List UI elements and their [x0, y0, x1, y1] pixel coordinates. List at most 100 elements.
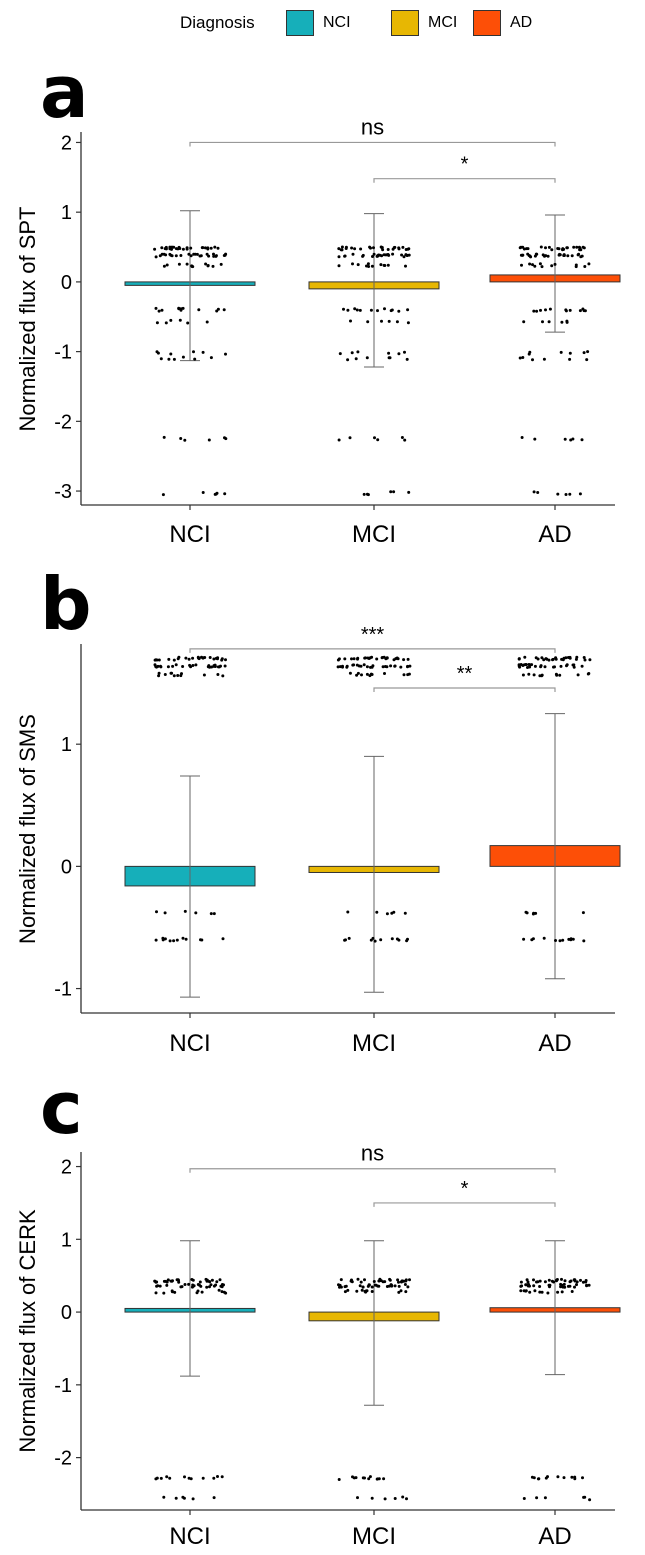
data-point	[582, 656, 586, 659]
data-point	[574, 265, 578, 269]
legend-label-nci: NCI	[323, 14, 351, 31]
data-point	[338, 352, 342, 356]
data-point	[542, 357, 546, 361]
data-point	[355, 308, 359, 312]
data-point	[178, 318, 182, 322]
data-point	[406, 308, 410, 312]
data-point	[585, 1283, 589, 1287]
data-point	[548, 307, 552, 311]
data-point	[407, 490, 411, 494]
data-point	[388, 1277, 392, 1281]
data-point	[543, 1280, 547, 1284]
data-point	[565, 320, 569, 324]
data-point	[536, 657, 540, 661]
data-point	[562, 1476, 566, 1480]
data-point	[531, 263, 534, 267]
data-point	[520, 436, 524, 439]
data-point	[162, 1291, 166, 1295]
data-point	[560, 1277, 563, 1281]
data-point	[382, 1477, 386, 1481]
data-point	[174, 254, 178, 258]
x-tick-label: AD	[538, 1030, 571, 1057]
data-point	[194, 911, 198, 915]
data-point	[162, 1495, 166, 1499]
data-point	[337, 255, 341, 259]
panel-a: a Normalized flux of SPT 2 1 0 -1 -2 -3 NCI MCI…	[0, 50, 645, 555]
data-point	[216, 657, 219, 661]
data-point	[212, 657, 216, 661]
data-point	[407, 247, 411, 251]
y-tick-label: -1	[54, 979, 72, 1001]
data-point	[570, 1290, 574, 1293]
data-point	[350, 657, 353, 661]
data-point	[356, 263, 360, 267]
data-point	[174, 663, 178, 667]
data-point	[372, 246, 375, 250]
data-point	[172, 674, 176, 678]
data-point	[155, 658, 159, 662]
data-point	[157, 309, 161, 313]
data-point	[167, 657, 171, 661]
data-point	[550, 248, 554, 252]
data-point	[563, 1279, 567, 1283]
significance-label: ns	[361, 114, 384, 139]
legend-swatch-mci	[391, 10, 419, 36]
legend-swatch-ad	[473, 10, 501, 36]
data-point	[385, 912, 389, 916]
data-point	[404, 1290, 408, 1294]
data-point	[210, 1278, 214, 1282]
data-point	[370, 1285, 374, 1289]
data-point	[393, 245, 397, 249]
data-point	[554, 672, 558, 676]
y-tick-label: 0	[61, 856, 72, 878]
data-point	[205, 1279, 209, 1283]
data-point	[406, 657, 410, 661]
data-point	[387, 1284, 391, 1288]
data-point	[380, 254, 384, 258]
data-point	[582, 351, 586, 355]
data-point	[383, 264, 387, 267]
data-point	[336, 665, 340, 669]
data-point	[551, 657, 555, 661]
data-point	[181, 665, 185, 668]
data-point	[400, 436, 404, 439]
data-point	[521, 673, 525, 677]
data-point	[182, 1496, 186, 1500]
data-point	[535, 1496, 539, 1500]
x-tick-label: NCI	[169, 1030, 210, 1057]
data-point	[532, 1476, 536, 1480]
data-point	[403, 911, 407, 915]
data-point	[373, 1283, 377, 1287]
data-point	[373, 939, 377, 943]
data-point	[153, 247, 157, 251]
data-point	[533, 1289, 537, 1293]
data-point	[389, 664, 393, 668]
data-point	[532, 1284, 536, 1288]
data-point	[559, 664, 563, 668]
data-point	[347, 936, 351, 940]
data-point	[219, 262, 223, 266]
data-point	[353, 307, 357, 311]
data-point	[572, 245, 576, 249]
data-point	[160, 308, 164, 312]
data-point	[556, 1475, 560, 1479]
data-point	[521, 356, 525, 359]
data-point	[566, 254, 570, 258]
data-point	[370, 1496, 374, 1500]
data-point	[519, 1289, 523, 1293]
data-point	[536, 491, 540, 494]
data-point	[176, 1278, 180, 1282]
data-point	[376, 1284, 380, 1288]
data-point	[544, 308, 547, 312]
data-point	[557, 253, 561, 257]
data-point	[215, 309, 219, 313]
data-point	[383, 1497, 387, 1501]
data-point	[351, 252, 355, 256]
chart-a: 2 1 0 -1 -2 -3 NCI MCI AD ns *	[54, 114, 621, 548]
data-point	[385, 253, 389, 257]
data-point	[375, 910, 379, 914]
x-tick-label: AD	[538, 1523, 571, 1550]
data-point	[540, 265, 544, 269]
data-point	[540, 656, 544, 660]
